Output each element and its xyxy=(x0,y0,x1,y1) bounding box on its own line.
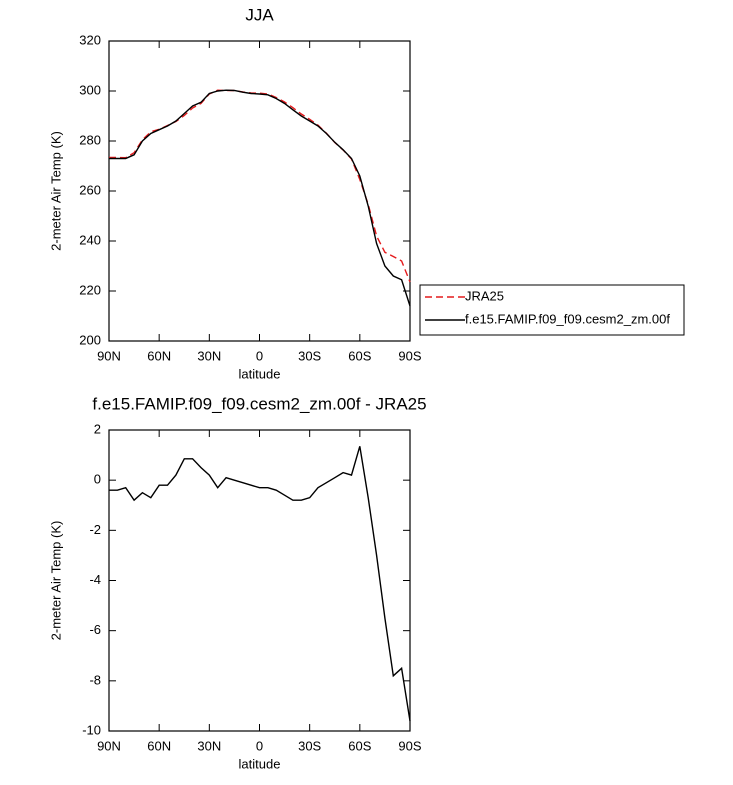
x-tick-label: 90N xyxy=(97,738,121,753)
x-tick-label: 60S xyxy=(348,348,371,363)
y-tick-label: 2 xyxy=(94,421,101,436)
x-axis-label: latitude xyxy=(239,756,281,771)
chart-title: JJA xyxy=(245,5,274,24)
data-line xyxy=(109,89,411,307)
legend-label: f.e15.FAMIP.f09_f09.cesm2_zm.00f xyxy=(465,311,670,326)
y-tick-label: 0 xyxy=(94,472,101,487)
y-tick-label: -2 xyxy=(89,522,101,537)
x-tick-label: 90S xyxy=(398,738,421,753)
x-tick-label: 30N xyxy=(197,738,221,753)
legend-label: JRA25 xyxy=(465,288,504,303)
x-tick-label: 30S xyxy=(298,348,321,363)
data-line xyxy=(109,89,411,283)
x-tick-label: 0 xyxy=(256,738,263,753)
x-tick-label: 30S xyxy=(298,738,321,753)
y-tick-label: 200 xyxy=(79,332,101,347)
data-line xyxy=(109,446,411,722)
y-tick-label: -6 xyxy=(89,622,101,637)
y-tick-label: 300 xyxy=(79,82,101,97)
x-tick-label: 90N xyxy=(97,348,121,363)
y-tick-label: 220 xyxy=(79,282,101,297)
x-tick-label: 30N xyxy=(197,348,221,363)
y-tick-label: 320 xyxy=(79,32,101,47)
x-tick-label: 0 xyxy=(256,348,263,363)
y-tick-label: -8 xyxy=(89,672,101,687)
x-tick-label: 60N xyxy=(147,738,171,753)
legend-box xyxy=(419,284,685,336)
y-tick-label: 280 xyxy=(79,132,101,147)
x-tick-label: 90S xyxy=(398,348,421,363)
y-axis-label: 2-meter Air Temp (K) xyxy=(48,521,63,641)
plot-frame xyxy=(108,40,411,342)
x-tick-label: 60S xyxy=(348,738,371,753)
x-axis-label: latitude xyxy=(239,366,281,381)
chart-title: f.e15.FAMIP.f09_f09.cesm2_zm.00f - JRA25 xyxy=(92,394,426,413)
y-tick-label: 260 xyxy=(79,182,101,197)
y-tick-label: -10 xyxy=(82,722,101,737)
y-tick-label: -4 xyxy=(89,572,101,587)
y-axis-label: 2-meter Air Temp (K) xyxy=(48,131,63,251)
y-tick-label: 240 xyxy=(79,232,101,247)
x-tick-label: 60N xyxy=(147,348,171,363)
